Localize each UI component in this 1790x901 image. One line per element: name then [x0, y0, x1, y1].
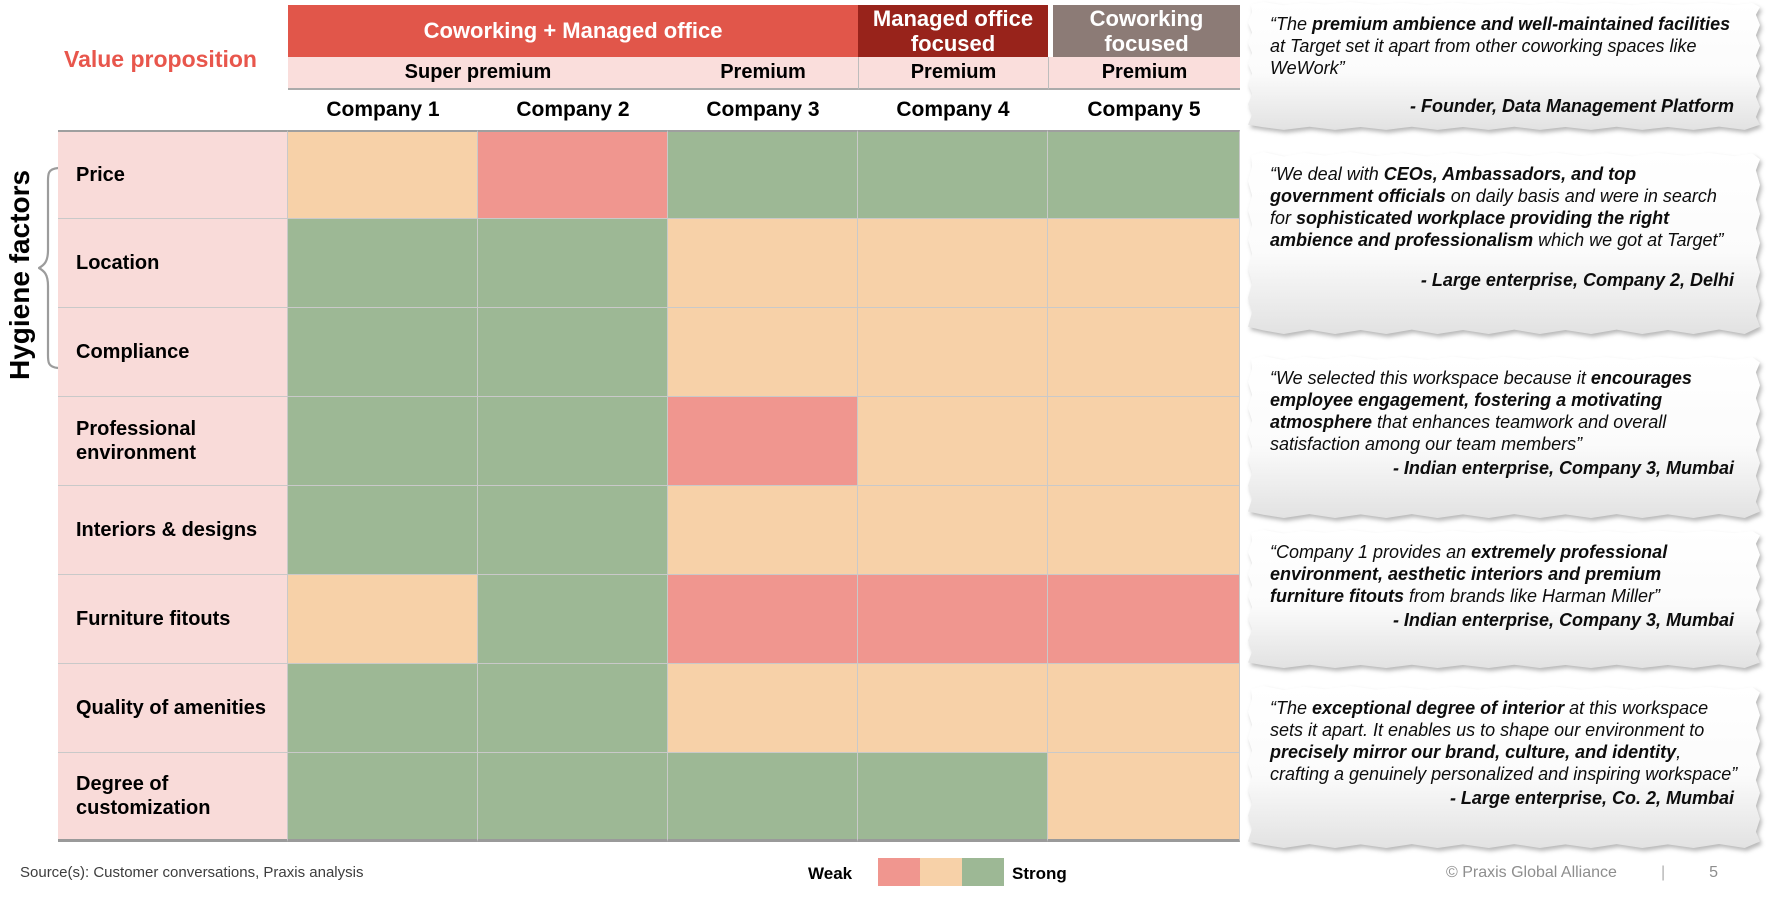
- hygiene-factors-bracket: [38, 166, 59, 370]
- matrix-cell-medium: [288, 130, 478, 219]
- legend-swatch-weak: [878, 858, 920, 886]
- testimonial-quotes-panel: “The premium ambience and well-maintaine…: [1248, 0, 1760, 901]
- legend-swatch-medium: [920, 858, 962, 886]
- quote-attribution: - Indian enterprise, Company 3, Mumbai: [1392, 609, 1734, 630]
- matrix-cell-weak: [668, 575, 858, 664]
- row-label: Compliance: [58, 308, 288, 397]
- company-header: Company 5: [1048, 90, 1240, 130]
- matrix-cell-medium: [668, 308, 858, 397]
- matrix-cell-medium: [858, 486, 1048, 575]
- legend-swatches: [878, 858, 1004, 886]
- footer: © Praxis Global Alliance | 5: [1446, 864, 1718, 882]
- row-label: Interiors & designs: [58, 486, 288, 575]
- matrix-cell-medium: [1048, 753, 1240, 842]
- matrix-cell-medium: [858, 397, 1048, 486]
- column-group-header: Coworking focused: [1053, 5, 1240, 57]
- hygiene-factors-label: Hygiene factors: [4, 169, 35, 381]
- row-label: Furniture fitouts: [58, 575, 288, 664]
- matrix-cell-strong: [858, 130, 1048, 219]
- page-number: 5: [1709, 864, 1718, 881]
- row-label: Price: [58, 130, 288, 219]
- quote-text: “The premium ambience and well-maintaine…: [1270, 14, 1731, 78]
- quote-card: “The premium ambience and well-maintaine…: [1248, 2, 1760, 130]
- matrix-cell-strong: [668, 130, 858, 219]
- comparison-heatmap: Coworking + Managed office Managed office…: [58, 5, 1240, 842]
- matrix-cell-strong: [478, 308, 668, 397]
- matrix-cell-medium: [668, 664, 858, 753]
- matrix-cell-medium: [668, 486, 858, 575]
- matrix-cell-weak: [668, 397, 858, 486]
- matrix-cell-weak: [478, 130, 668, 219]
- matrix-cell-strong: [288, 486, 478, 575]
- quote-attribution: - Large enterprise, Company 2, Delhi: [1420, 269, 1734, 290]
- quote-attribution: - Indian enterprise, Company 3, Mumbai: [1392, 457, 1734, 478]
- footer-separator: |: [1660, 864, 1666, 881]
- matrix-cell-medium: [1048, 397, 1240, 486]
- quote-card: “Company 1 provides an extremely profess…: [1248, 530, 1760, 668]
- tier-header: Premium: [1048, 57, 1240, 90]
- matrix-cell-strong: [288, 219, 478, 308]
- matrix-cell-strong: [1048, 130, 1240, 219]
- quote-paper: “Company 1 provides an extremely profess…: [1248, 530, 1760, 668]
- copyright-text: © Praxis Global Alliance: [1445, 864, 1617, 881]
- matrix-cell-medium: [668, 219, 858, 308]
- matrix-cell-strong: [478, 753, 668, 842]
- quote-card: “We deal with CEOs, Ambassadors, and top…: [1248, 152, 1760, 334]
- column-group-header: Coworking + Managed office: [288, 5, 858, 57]
- matrix-cell-strong: [858, 753, 1048, 842]
- column-group-header: Managed office focused: [858, 5, 1048, 57]
- tier-header: Premium: [858, 57, 1048, 90]
- matrix-cell-weak: [1048, 575, 1240, 664]
- matrix-cell-medium: [1048, 664, 1240, 753]
- quote-paper: “The exceptional degree of interior at t…: [1248, 686, 1760, 848]
- matrix-cell-medium: [858, 219, 1048, 308]
- quote-text: “We selected this workspace because it e…: [1270, 368, 1692, 454]
- matrix-cell-strong: [288, 308, 478, 397]
- quote-text: “The exceptional degree of interior at t…: [1270, 698, 1738, 784]
- quote-text: “Company 1 provides an extremely profess…: [1270, 542, 1668, 606]
- legend-weak-label: Weak: [808, 864, 853, 883]
- legend-strong-label: Strong: [1012, 864, 1067, 883]
- quote-text: “We deal with CEOs, Ambassadors, and top…: [1270, 164, 1724, 250]
- quote-paper: “We selected this workspace because it e…: [1248, 356, 1760, 518]
- quote-card: “We selected this workspace because it e…: [1248, 356, 1760, 518]
- row-label: Professional environment: [58, 397, 288, 486]
- matrix-cell-medium: [1048, 308, 1240, 397]
- tier-header: Premium: [668, 57, 858, 90]
- source-note: Source(s): Customer conversations, Praxi…: [20, 864, 364, 881]
- legend-swatch-strong: [962, 858, 1004, 886]
- value-proposition-label: Value proposition: [64, 46, 257, 72]
- row-label: Quality of amenities: [58, 664, 288, 753]
- matrix-cell-strong: [288, 397, 478, 486]
- matrix-cell-medium: [858, 664, 1048, 753]
- matrix-cell-strong: [288, 753, 478, 842]
- matrix-cell-strong: [478, 219, 668, 308]
- matrix-cell-strong: [478, 397, 668, 486]
- quote-paper: “The premium ambience and well-maintaine…: [1248, 2, 1760, 130]
- matrix-cell-medium: [1048, 486, 1240, 575]
- quote-attribution: - Founder, Data Management Platform: [1409, 95, 1734, 116]
- matrix-cell-strong: [288, 664, 478, 753]
- company-header: Company 1: [288, 90, 478, 130]
- matrix-cell-medium: [1048, 219, 1240, 308]
- company-header: Company 4: [858, 90, 1048, 130]
- matrix-cell-strong: [478, 575, 668, 664]
- matrix-cell-strong: [668, 753, 858, 842]
- matrix-corner: [58, 5, 288, 130]
- company-header: Company 2: [478, 90, 668, 130]
- matrix-cell-strong: [478, 486, 668, 575]
- quote-card: “The exceptional degree of interior at t…: [1248, 686, 1760, 848]
- matrix-cell-medium: [858, 308, 1048, 397]
- tier-header: Super premium: [288, 57, 668, 90]
- matrix-cell-weak: [858, 575, 1048, 664]
- quote-paper: “We deal with CEOs, Ambassadors, and top…: [1248, 152, 1760, 334]
- row-label: Location: [58, 219, 288, 308]
- company-header: Company 3: [668, 90, 858, 130]
- matrix-cell-strong: [478, 664, 668, 753]
- row-label: Degree of customization: [58, 753, 288, 842]
- quote-attribution: - Large enterprise, Co. 2, Mumbai: [1449, 787, 1734, 808]
- matrix-cell-medium: [288, 575, 478, 664]
